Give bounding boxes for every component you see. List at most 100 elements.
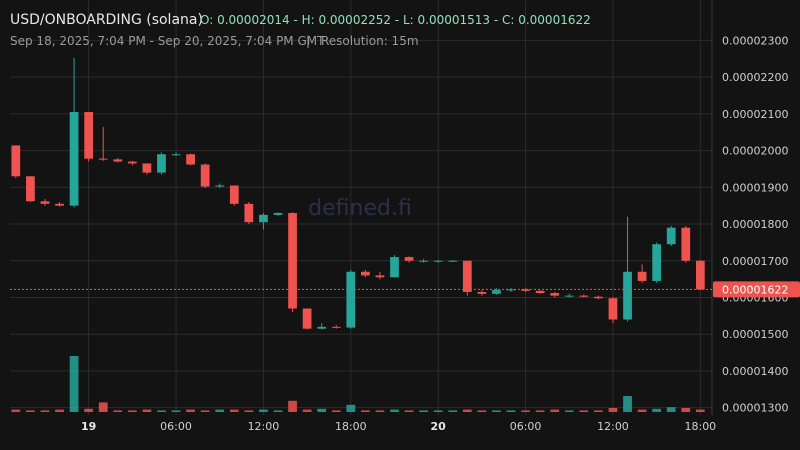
candle-body <box>623 271 632 320</box>
x-tick-label: 18:00 <box>684 420 716 433</box>
volume-bar <box>317 408 327 412</box>
y-tick-label: 0.00002300 <box>722 34 788 47</box>
y-tick-label: 0.00001400 <box>722 365 788 378</box>
volume-bar <box>652 408 662 412</box>
candle-body <box>594 296 603 299</box>
volume-bar <box>40 410 50 412</box>
volume-bar <box>433 410 443 412</box>
candle-body <box>579 295 589 297</box>
x-tick-label: 12:00 <box>597 420 629 433</box>
volume-bar <box>521 410 530 412</box>
candle-body <box>535 290 545 294</box>
current-price-badge <box>713 281 800 298</box>
volume-bar <box>623 396 632 412</box>
candle-body <box>127 161 137 164</box>
candle-body <box>390 257 399 278</box>
subtitle: Sep 18, 2025, 7:04 PM - Sep 20, 2025, 7:… <box>10 34 325 48</box>
candle-body <box>637 271 647 281</box>
volume-bar <box>681 408 691 412</box>
volume-bar <box>200 410 210 412</box>
candle-body <box>186 154 195 165</box>
volume-bar <box>550 409 560 412</box>
candle-body <box>302 308 312 329</box>
candle-body <box>433 260 443 262</box>
volume-bar <box>113 410 123 412</box>
volume-bar <box>448 410 458 412</box>
volume-bar <box>666 407 676 412</box>
resolution: Resolution: 15m <box>321 34 419 48</box>
volume-bar <box>302 409 312 412</box>
candle-body <box>244 203 254 223</box>
candle-body <box>26 176 35 202</box>
candle-body <box>652 244 662 281</box>
volume-bar <box>390 409 399 412</box>
candle-body <box>331 326 341 328</box>
volume-bar <box>171 410 181 412</box>
volume-bar <box>229 409 239 412</box>
candle-body <box>288 213 297 309</box>
candle-body <box>142 163 152 173</box>
candle-body <box>477 291 487 294</box>
candle-body <box>171 154 181 156</box>
separator: | <box>306 34 310 48</box>
volume-bar <box>142 409 152 412</box>
candle-body <box>608 298 618 320</box>
volume-bar <box>215 409 225 412</box>
y-tick-label: 0.00002100 <box>722 108 788 121</box>
y-tick-label: 0.00001500 <box>722 328 788 341</box>
y-tick-label: 0.00002000 <box>722 145 788 158</box>
y-tick-label: 0.00001700 <box>722 255 788 268</box>
candle-body <box>361 271 370 276</box>
candle-body <box>113 159 123 162</box>
candle-body <box>666 227 676 245</box>
candle-body <box>55 203 64 206</box>
x-tick-label: 06:00 <box>160 420 192 433</box>
volume-bar <box>579 410 589 412</box>
volume-bar <box>288 400 297 412</box>
volume-bar <box>127 410 137 412</box>
plot-area <box>10 0 712 415</box>
candle-body <box>69 112 79 206</box>
volume-bar <box>157 410 166 412</box>
watermark: defined.fi <box>308 196 412 221</box>
volume-bar <box>69 356 79 412</box>
y-tick-label: 0.00001800 <box>722 218 788 231</box>
candle-body <box>259 214 268 223</box>
candle-body <box>346 271 356 328</box>
candle-body <box>448 260 458 262</box>
candle-body <box>215 185 225 187</box>
volume-bar <box>492 410 501 412</box>
x-tick-label: 19 <box>81 420 96 433</box>
candle-body <box>462 260 472 292</box>
volume-bar <box>361 410 370 412</box>
volume-bar <box>564 410 574 412</box>
ohlc-summary: O: 0.00002014 - H: 0.00002252 - L: 0.000… <box>200 13 591 27</box>
volume-bar <box>535 410 545 412</box>
volume-bar <box>695 409 705 412</box>
volume-bar <box>608 408 618 412</box>
volume-bar <box>477 410 487 412</box>
volume-bar <box>375 410 385 412</box>
candle-body <box>375 275 385 278</box>
volume-bar <box>11 409 21 412</box>
candle-body <box>200 164 210 187</box>
volume-bar <box>419 410 428 412</box>
volume-bar <box>244 410 254 412</box>
volume-bar <box>273 410 283 412</box>
candle-body <box>564 295 574 297</box>
volume-bar <box>259 409 268 412</box>
volume-bar <box>26 410 35 412</box>
volume-bar <box>637 409 647 412</box>
x-tick-label: 12:00 <box>248 420 280 433</box>
candle-body <box>229 185 239 204</box>
x-tick-label: 20 <box>431 420 447 433</box>
candle-body <box>317 326 327 329</box>
volume-bar <box>98 402 108 412</box>
candle-body <box>273 213 283 215</box>
x-tick-label: 18:00 <box>335 420 367 433</box>
candle-body <box>98 158 108 160</box>
volume-bar <box>331 410 341 412</box>
x-tick-label: 06:00 <box>510 420 542 433</box>
